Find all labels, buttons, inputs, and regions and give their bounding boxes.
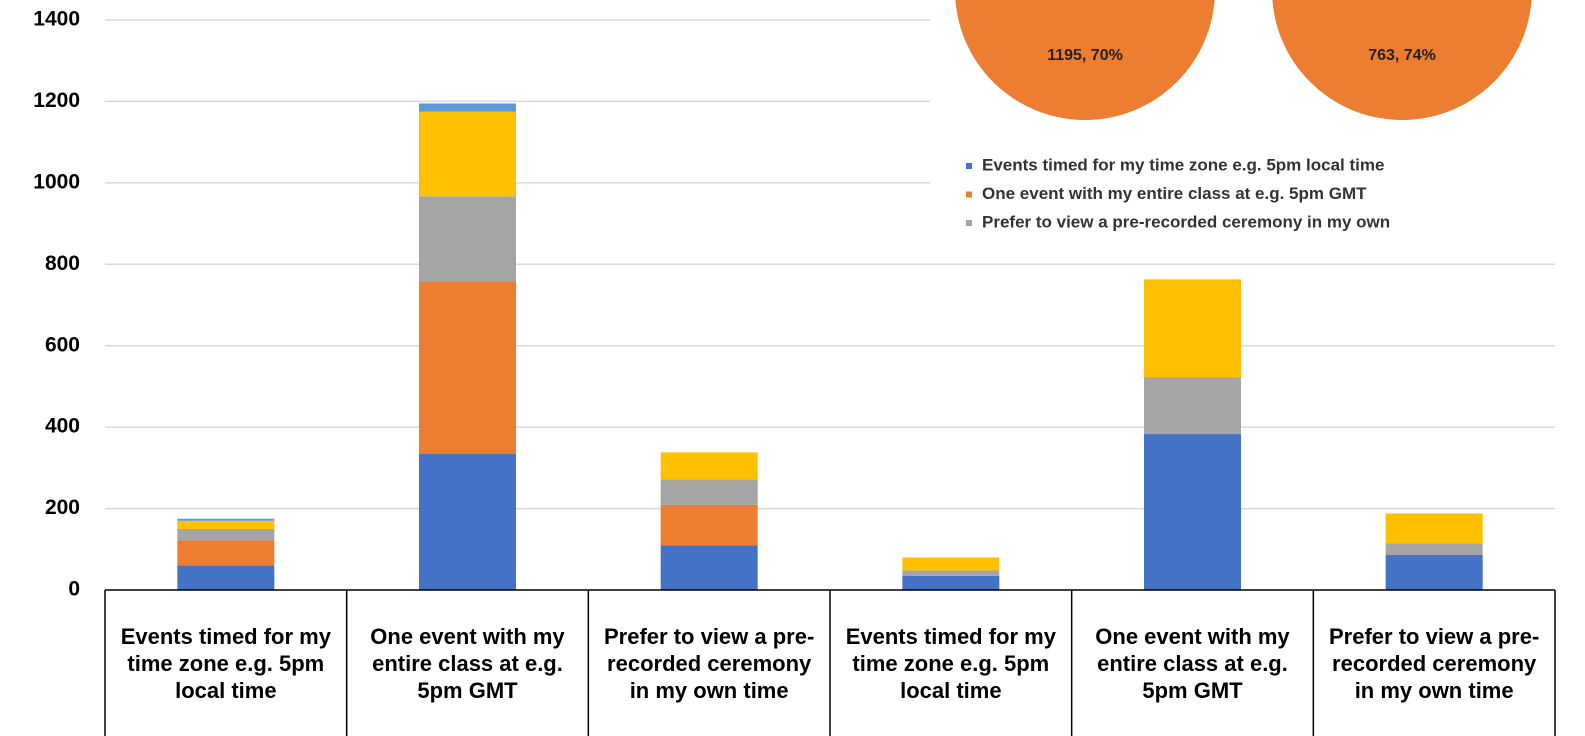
pie-label: 763, 74%: [1368, 47, 1436, 64]
y-tick-label: 1400: [33, 8, 80, 31]
x-tick-label: One event with my entire class at e.g. 5…: [1095, 623, 1290, 703]
bar-segment: [177, 540, 275, 566]
legend-label: Prefer to view a pre-recorded ceremony i…: [982, 212, 1390, 231]
x-tick-label: Prefer to view a pre-recorded ceremony i…: [1329, 623, 1540, 703]
x-tick-label: One event with my entire class at e.g. 5…: [370, 623, 565, 703]
y-tick-label: 600: [45, 333, 80, 356]
y-tick-label: 200: [45, 496, 80, 519]
bar-segment: [1385, 513, 1483, 544]
bar-segment: [1144, 279, 1241, 378]
bar-segment: [419, 454, 516, 590]
pie-slice: [1272, 0, 1532, 120]
bar-segment: [660, 504, 758, 546]
bar-segment: [177, 528, 275, 541]
y-tick-label: 1000: [33, 170, 80, 193]
y-tick-label: 1200: [33, 89, 80, 112]
bar-segment: [1144, 377, 1241, 435]
y-tick-label: 0: [68, 578, 80, 601]
legend-label: Events timed for my time zone e.g. 5pm l…: [982, 155, 1384, 174]
legend-marker: [966, 191, 972, 198]
bar-segment: [660, 479, 758, 505]
x-tick-label: Events timed for my time zone e.g. 5pm l…: [120, 623, 331, 703]
bar-segment: [177, 518, 275, 521]
legend-marker: [966, 163, 972, 169]
bar-segment: [419, 103, 516, 112]
y-tick-label: 400: [45, 415, 80, 438]
bar-segment: [660, 545, 758, 590]
bar-segment: [660, 452, 758, 480]
bar-segment: [177, 520, 275, 529]
bar-segment: [902, 570, 1000, 576]
bar-segment: [419, 111, 516, 197]
bar-segment: [1385, 554, 1483, 590]
bar-segment: [1144, 434, 1241, 590]
bar-segment: [902, 575, 1000, 590]
pie-slice: [955, 0, 1215, 120]
legend-marker: [966, 220, 972, 226]
bar-segment: [419, 281, 516, 455]
x-tick-label: Events timed for my time zone e.g. 5pm l…: [845, 623, 1056, 703]
bar-segment: [1385, 543, 1483, 555]
pie-label: 1195, 70%: [1047, 47, 1123, 64]
bar-segment: [902, 557, 1000, 571]
bar-segment: [419, 196, 516, 282]
x-tick-label: Prefer to view a pre-recorded ceremony i…: [604, 623, 815, 703]
y-tick-label: 800: [45, 252, 80, 275]
bar-segment: [177, 565, 275, 590]
legend-label: One event with my entire class at e.g. 5…: [982, 184, 1367, 203]
